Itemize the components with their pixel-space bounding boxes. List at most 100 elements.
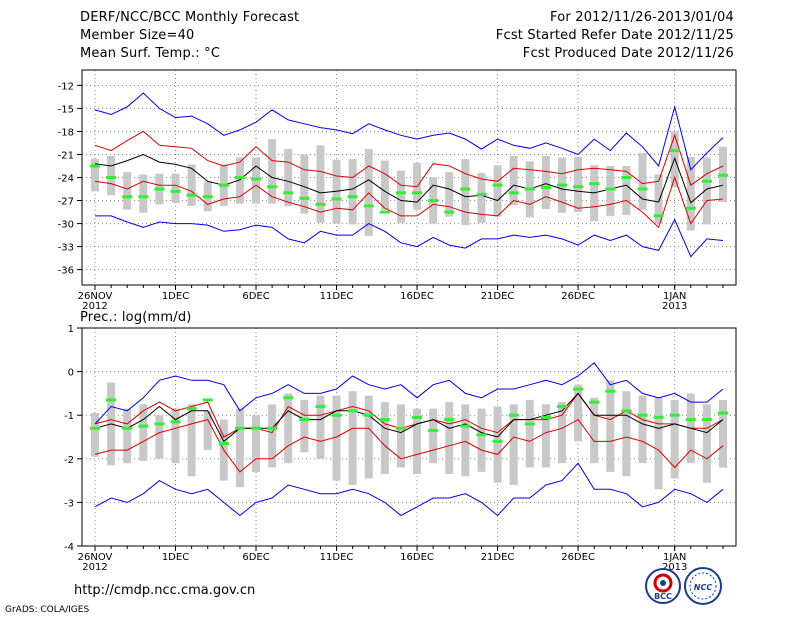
spread-bar [686,156,695,231]
y-tick-label: -3 [64,498,74,509]
observation-marker [476,192,487,196]
chart-title: DERF/NCC/BCC Monthly Forecast [80,10,300,25]
spread-bar [107,156,116,196]
bcc-logo: BCC [645,568,681,604]
spread-bar [541,404,550,468]
observation-marker [492,183,503,187]
observation-marker [412,415,423,419]
observation-marker [540,185,551,189]
y-tick-label: 0 [68,368,74,379]
spread-bar [590,397,599,464]
member-size-label: Member Size=40 [80,28,195,43]
source-url[interactable]: http://cmdp.ncc.cma.gov.cn [74,583,256,598]
spread-bar [235,157,244,204]
observation-marker [170,189,181,193]
spread-bar [171,173,180,203]
observation-marker [234,426,245,430]
observation-marker [540,415,551,419]
x-tick-label: 1DEC [162,291,189,302]
observation-marker [283,396,294,400]
observation-marker [170,420,181,424]
spread-bar [268,404,277,468]
spread-bar [284,149,293,206]
observation-marker [573,387,584,391]
observation-marker [685,418,696,422]
spread-bar [493,165,502,217]
spread-bar [268,139,277,204]
spread-bar [252,415,261,472]
spread-bar [364,395,373,479]
x-tick-label: 6DEC [242,291,269,302]
ncc-logo-text: NCC [694,583,713,592]
x-tick-label: 11DEC [320,552,354,563]
observation-marker [428,199,439,203]
spread-bar [348,159,357,225]
observation-marker [637,413,648,417]
observation-marker [589,400,600,404]
x-tick-label: 21DEC [481,552,515,563]
observation-marker [363,413,374,417]
observation-marker [218,442,229,446]
x-tick-label: 16DEC [400,291,434,302]
observation-marker [234,176,245,179]
spread-bar [348,391,357,485]
observation-marker [573,185,584,189]
spread-bar [654,397,663,490]
spread-bar [622,165,631,216]
x-tick-year-label: 2012 [82,562,107,573]
x-tick-year-label: 2013 [662,301,687,312]
spread-bar [139,174,148,213]
observation-marker [685,206,696,210]
y-tick-label: -2 [64,455,74,466]
y-tick-label: -24 [58,174,74,185]
observation-marker [508,413,519,417]
x-tick-label: 26NOV [78,552,113,563]
x-tick-label: 11DEC [320,291,354,302]
produced-date-label: Fcst Produced Date 2012/11/26 [522,46,734,61]
observation-marker [186,193,197,197]
observation-marker [412,191,423,195]
spread-bar [203,410,212,451]
observation-marker [653,214,664,218]
observation-marker [283,191,294,195]
observation-marker [106,398,117,402]
spread-bar [252,157,261,204]
series-min [94,462,724,517]
observation-marker [428,428,439,432]
x-tick-label: 26NOV [78,291,113,302]
spread-bar [719,399,727,468]
spread-bar [187,164,196,206]
observation-marker [251,426,262,430]
spread-bar [396,170,405,223]
spread-bar [155,415,164,459]
spread-bar [670,399,679,479]
observation-marker [331,413,342,417]
observation-marker [460,187,471,191]
observation-marker [299,418,310,422]
ncc-logo: NCC [684,567,722,605]
x-tick-label: 16DEC [400,552,434,563]
x-tick-year-label: 2012 [82,301,107,312]
observation-marker [154,187,165,191]
observation-marker [347,195,358,199]
x-tick-label: 1JAN [663,291,686,302]
observation-marker [589,182,600,186]
observation-marker [508,191,519,195]
observation-marker [605,389,616,393]
observation-marker [556,404,567,408]
observation-marker [315,202,326,206]
series-min [95,215,724,258]
spread-bar [477,172,486,223]
spread-bar [300,154,309,214]
y-tick-label: -15 [58,104,74,115]
y-tick-label: 1 [68,324,74,335]
y-tick-label: -1 [64,411,74,422]
spread-bar [380,402,389,475]
observation-marker [556,183,567,187]
y-tick-label: -27 [58,197,74,208]
observation-marker [653,415,664,419]
spread-bar [91,413,99,457]
observation-marker [718,173,728,177]
spread-bar [316,395,325,459]
